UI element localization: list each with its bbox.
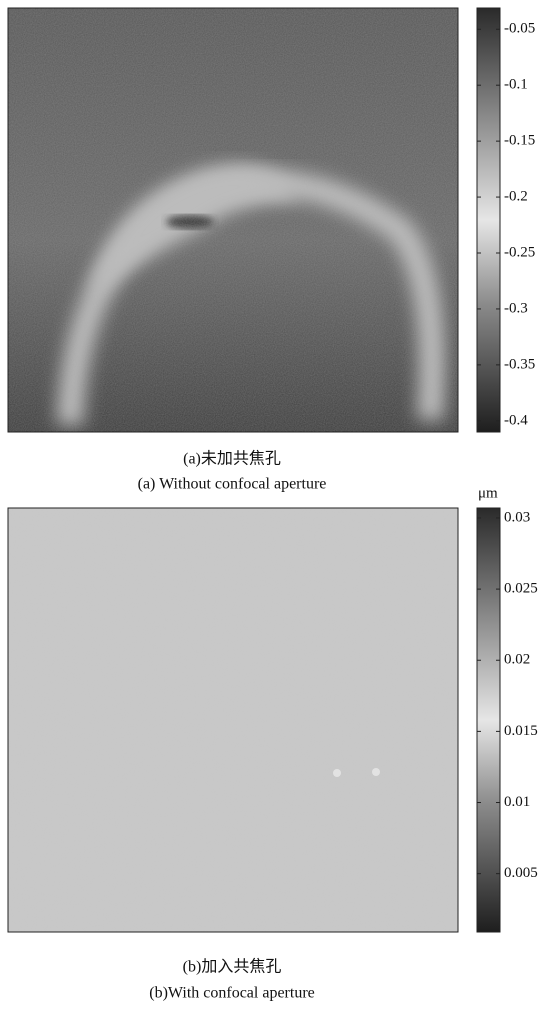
colorbar-tick-label: -0.25	[504, 244, 535, 260]
colorbar-tick-label: 0.03	[504, 509, 530, 525]
colorbar-tick-label: -0.05	[504, 21, 535, 37]
colorbar-tick-label: 0.015	[504, 723, 538, 739]
colorbar-tick-label: 0.005	[504, 865, 538, 881]
colorbar	[477, 508, 500, 932]
colorbar-tick-label: -0.4	[504, 412, 528, 428]
colorbar-tick-label: -0.2	[504, 189, 528, 205]
colorbar	[477, 8, 500, 432]
caption: (b)加入共焦孔	[183, 958, 282, 976]
colorbar-tick-label: -0.3	[504, 300, 528, 316]
colorbar-tick-label: -0.35	[504, 356, 535, 372]
image-b	[8, 508, 458, 932]
caption-en: (a) Without confocal aperture	[138, 476, 327, 493]
image-a	[8, 8, 458, 432]
colorbar-tick-label: 0.01	[504, 794, 530, 810]
colorbar-tick-label: 0.02	[504, 652, 530, 668]
figure: (a)未加共焦孔 (a) Without confocal aperture μ…	[0, 0, 559, 1021]
colorbar-tick-label: 0.025	[504, 581, 538, 597]
colorbar-unit: μm	[478, 485, 498, 501]
colorbar-tick-label: -0.15	[504, 133, 535, 149]
caption-en: (b)With confocal aperture	[149, 985, 315, 1002]
colorbar-tick-label: -0.1	[504, 77, 528, 93]
caption: (a)未加共焦孔	[183, 450, 281, 468]
